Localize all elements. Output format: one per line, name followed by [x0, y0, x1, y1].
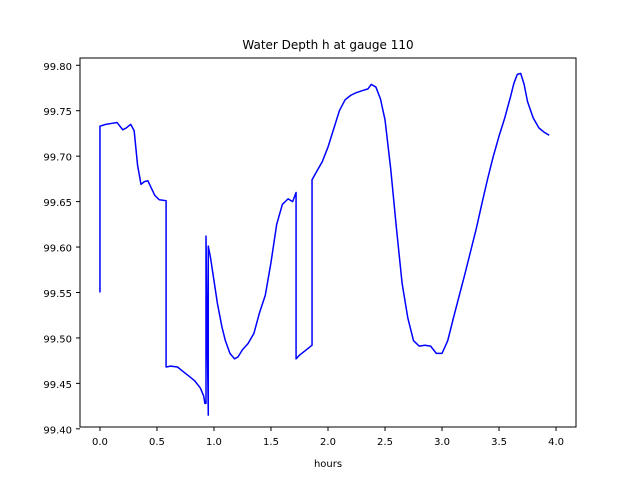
x-axis: 0.0 0.5 1.0 1.5 2.0 2.5 3.0 3.5 4.0: [92, 427, 564, 448]
x-tick-label: 1.0: [206, 437, 222, 448]
y-tick-label: 99.75: [43, 107, 72, 118]
y-tick-label: 99.80: [43, 62, 72, 73]
plot-area: [80, 58, 576, 427]
y-tick-label: 99.40: [43, 425, 72, 436]
y-tick-label: 99.65: [43, 198, 72, 209]
x-tick-label: 2.5: [377, 437, 393, 448]
plot-frame: [79, 57, 577, 428]
x-tick-label: 0.0: [92, 437, 108, 448]
y-tick-label: 99.70: [43, 153, 72, 164]
x-tick-label: 1.5: [263, 437, 279, 448]
x-tick-label: 3.5: [491, 437, 507, 448]
series-layer: [99, 72, 550, 416]
x-axis-label: hours: [314, 459, 342, 470]
y-tick-label: 99.45: [43, 380, 72, 391]
y-axis: 99.40 99.45 99.50 99.55 99.60 99.65 99.70 99.75…: [43, 62, 80, 436]
y-tick-label: 99.50: [43, 334, 72, 345]
series-line: [99, 72, 550, 416]
x-tick-label: 2.0: [320, 437, 336, 448]
x-tick-label: 4.0: [548, 437, 564, 448]
x-tick-label: 3.0: [434, 437, 450, 448]
chart-title: Water Depth h at gauge 110: [242, 38, 413, 52]
y-tick-label: 99.55: [43, 289, 72, 300]
y-tick-label: 99.60: [43, 244, 72, 255]
x-tick-label: 0.5: [149, 437, 165, 448]
